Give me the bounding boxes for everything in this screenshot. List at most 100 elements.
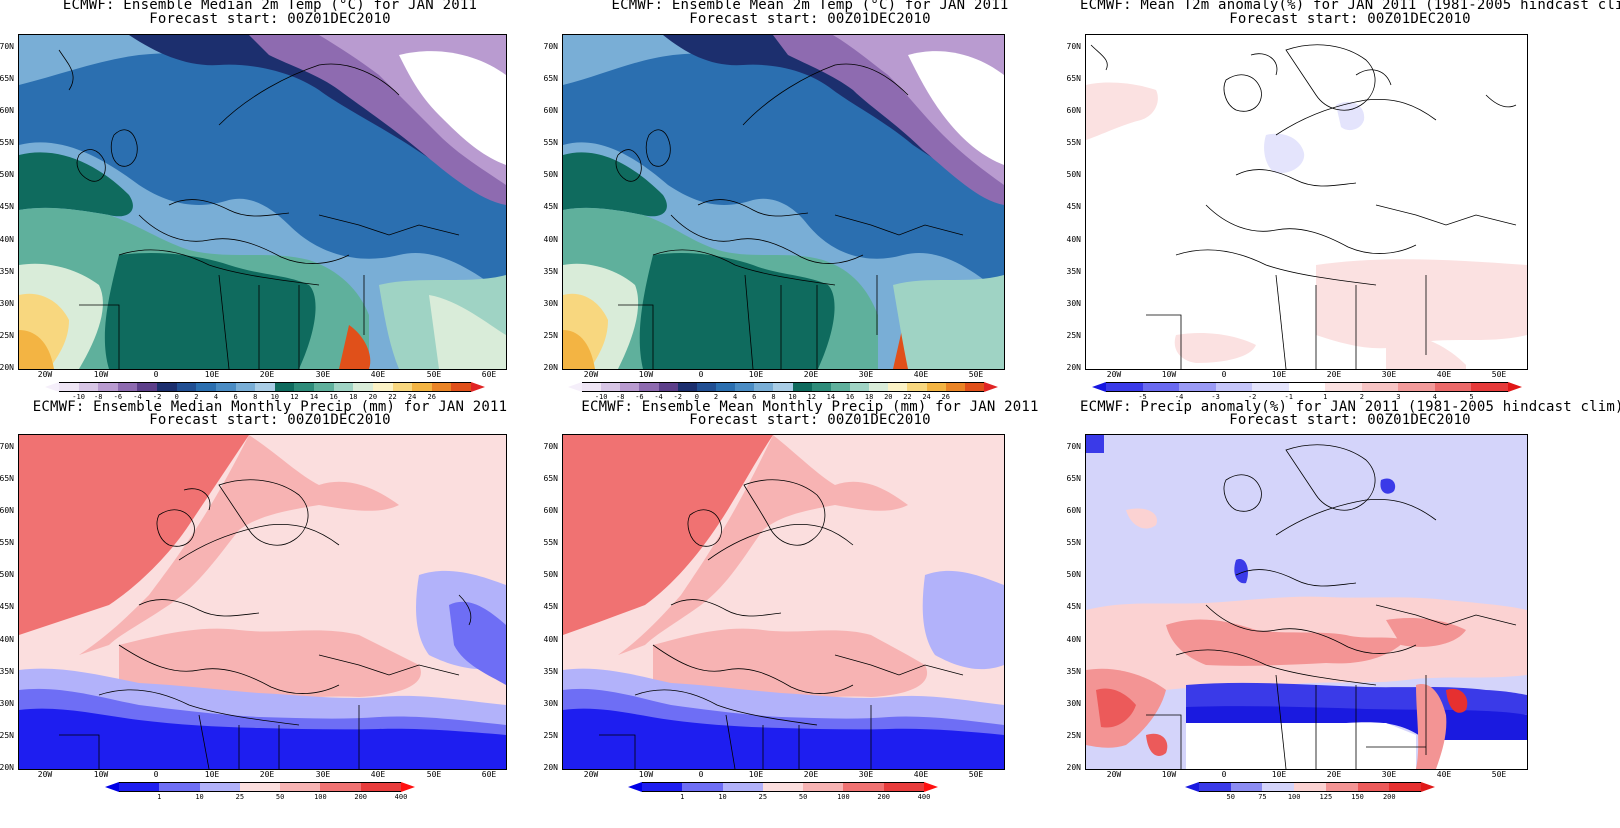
lat-label: 55N: [543, 538, 558, 547]
colorbar-swatch: [412, 382, 433, 392]
panel-title: ECMWF: Precip anomaly(%) for JAN 2011 (1…: [1080, 399, 1620, 415]
colorbar-min-arrow: [1185, 782, 1199, 792]
lat-label: 50N: [0, 170, 14, 179]
mean-temp-field: [563, 35, 1004, 369]
lat-label: 25N: [1066, 731, 1081, 740]
lat-label: 70N: [1066, 42, 1081, 51]
colorbar-label: -6: [635, 393, 644, 401]
lon-label: 10E: [204, 770, 220, 779]
colorbar-label: 12: [290, 393, 299, 401]
lat-label: 60N: [1066, 506, 1081, 515]
colorbar-swatch: [1471, 382, 1509, 392]
colorbar-label: 3: [1396, 393, 1401, 401]
colorbar-swatch: [1106, 382, 1144, 392]
colorbar: 1 10 25 50 100 200 400: [628, 782, 938, 801]
lon-label: 40E: [370, 770, 386, 779]
lat-label: 30N: [543, 699, 558, 708]
colorbar-label: 2: [194, 393, 199, 401]
lat-label: 20N: [1066, 363, 1081, 372]
colorbar-label: 1: [680, 793, 685, 801]
colorbar-swatch: [392, 382, 413, 392]
lon-label: 40E: [370, 370, 386, 379]
colorbar-swatch: [274, 382, 295, 392]
colorbar-swatch: [119, 782, 160, 792]
colorbar-swatch: [1361, 382, 1399, 392]
lon-label: 30E: [315, 770, 331, 779]
colorbar-swatch: [792, 382, 813, 392]
lat-label: 30N: [0, 699, 14, 708]
lat-label: 65N: [0, 474, 14, 483]
lon-label: 60E: [481, 370, 497, 379]
lon-label: 40E: [913, 770, 929, 779]
colorbar-swatch: [716, 382, 736, 392]
colorbar-label: 4: [213, 393, 219, 401]
lon-label: 10W: [638, 370, 654, 379]
lat-label: 50N: [1066, 570, 1081, 579]
colorbar-swatch: [372, 382, 393, 392]
colorbar-label: 1: [1323, 393, 1328, 401]
panel-subtitle: Forecast start: 00Z01DEC2010: [149, 11, 391, 27]
map-mean-precip: [562, 434, 1005, 770]
lon-label: 0: [153, 370, 159, 379]
colorbar-swatch: [1325, 382, 1363, 392]
colorbar-label: 100: [1287, 793, 1301, 801]
panel-subtitle: Forecast start: 00Z01DEC2010: [1229, 412, 1471, 428]
colorbar-label: 6: [233, 393, 238, 401]
colorbar-swatch: [1288, 382, 1326, 392]
lon-label: 30E: [1381, 370, 1397, 379]
lat-label: 35N: [1066, 667, 1081, 676]
precip-anomaly-field: [1086, 435, 1527, 769]
panel-t2m-anomaly: ECMWF: Mean T2m anomaly(%) for JAN 2011 …: [1067, 0, 1620, 414]
lat-label: 45N: [1066, 602, 1081, 611]
colorbar-label: 100: [837, 793, 850, 801]
lon-label: 30E: [858, 770, 874, 779]
panel-subtitle: Forecast start: 00Z01DEC2010: [689, 11, 931, 27]
colorbar-max-arrow: [984, 382, 998, 392]
colorbar-min-arrow: [1092, 382, 1106, 392]
panel-title: ECMWF: Ensemble Median 2m Temp (°C) for …: [62, 0, 478, 13]
t2m-anomaly-field: [1086, 35, 1527, 369]
colorbar-label: 25: [758, 793, 768, 801]
colorbar-min-arrow: [568, 382, 582, 392]
colorbar-swatch: [964, 382, 985, 392]
colorbar-label: 10: [195, 793, 204, 801]
colorbar-swatch: [582, 382, 602, 392]
colorbar-swatch: [1142, 382, 1180, 392]
lat-label: 40N: [0, 635, 14, 644]
colorbar-label: 4: [1432, 393, 1438, 401]
lon-label: 10W: [93, 770, 109, 779]
colorbar-swatch: [157, 382, 178, 392]
lon-label: 50E: [1491, 370, 1507, 379]
map-median-temp: [18, 34, 507, 370]
lat-label: 40N: [1066, 235, 1081, 244]
colorbar-label: 8: [771, 393, 776, 401]
colorbar-label: 75: [1258, 793, 1267, 801]
lat-label: 70N: [543, 442, 558, 451]
colorbar-label: 26: [941, 393, 950, 401]
lon-label: 50E: [426, 370, 442, 379]
lon-label: 20E: [259, 770, 275, 779]
lon-label: 30E: [1381, 770, 1397, 779]
colorbar-swatch: [314, 382, 335, 392]
colorbar-swatch: [294, 382, 315, 392]
panel-subtitle: Forecast start: 00Z01DEC2010: [1229, 11, 1471, 27]
lat-label: 65N: [0, 74, 14, 83]
colorbar-swatch: [137, 382, 158, 392]
colorbar-swatch: [601, 382, 621, 392]
colorbar-label: 125: [1319, 793, 1333, 801]
lat-label: 20N: [543, 763, 558, 772]
colorbar-label: -6: [113, 393, 123, 401]
lat-label: 25N: [543, 331, 558, 340]
lon-label: 10W: [1161, 370, 1177, 379]
panel-median-precip: ECMWF: Ensemble Median Monthly Precip (m…: [0, 400, 540, 828]
colorbar-swatch: [360, 782, 402, 792]
colorbar-swatch: [620, 382, 640, 392]
lon-label: 10E: [1271, 770, 1287, 779]
colorbar-label: 10: [788, 393, 797, 401]
colorbar-label: 10: [270, 393, 280, 401]
colorbar-swatch: [869, 382, 889, 392]
lat-label: 35N: [543, 667, 558, 676]
lon-label: 30E: [315, 370, 331, 379]
colorbar-label: -2: [1247, 393, 1257, 401]
colorbar: 50 75 100 125 150 200: [1185, 782, 1435, 801]
